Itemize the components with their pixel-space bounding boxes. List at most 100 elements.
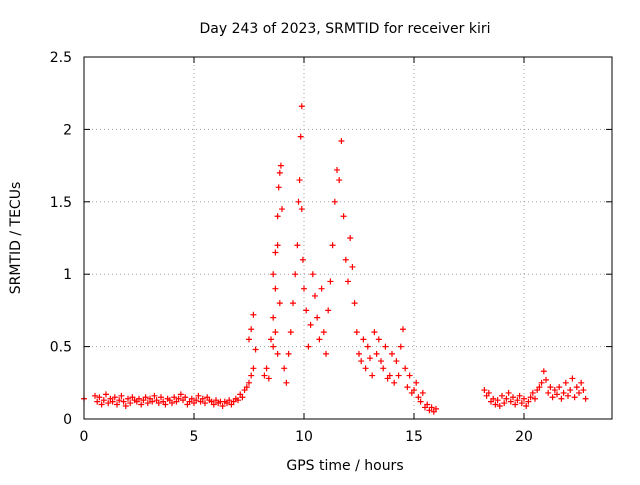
data-point [576, 389, 582, 396]
data-point [283, 379, 290, 386]
data-point [518, 400, 525, 407]
data-point [386, 372, 393, 379]
data-point [516, 392, 523, 399]
data-point [580, 387, 587, 394]
data-point [277, 162, 284, 169]
data-point [226, 397, 233, 404]
data-point [250, 311, 257, 318]
data-point [303, 307, 310, 314]
data-point [149, 398, 156, 405]
data-point [507, 398, 514, 405]
data-point [138, 401, 145, 408]
data-point [98, 401, 105, 408]
data-point [558, 395, 565, 402]
y-tick-label: 2 [63, 122, 72, 138]
data-point [358, 358, 365, 365]
data-point [510, 394, 516, 401]
data-point [298, 103, 305, 110]
x-axis-label: GPS time / hours [286, 458, 403, 474]
data-point [514, 397, 521, 404]
data-point [94, 398, 101, 405]
data-point [272, 285, 279, 292]
data-point [415, 394, 422, 401]
data-point [276, 300, 283, 307]
data-point [356, 350, 362, 357]
data-point [565, 392, 571, 399]
data-point [195, 392, 202, 399]
y-tick-label: 2.5 [50, 50, 72, 66]
data-point [378, 358, 384, 365]
data-point [171, 394, 178, 401]
data-point [505, 389, 512, 396]
data-point [274, 242, 281, 249]
data-point [373, 350, 380, 357]
data-point [309, 271, 316, 278]
data-point [296, 177, 303, 184]
data-point [298, 206, 305, 213]
data-point [299, 256, 306, 263]
data-point [529, 389, 536, 396]
data-point [193, 397, 200, 404]
data-point [556, 384, 563, 391]
data-point [158, 394, 164, 401]
data-point [297, 133, 304, 140]
data-point [312, 292, 318, 299]
data-point [144, 400, 151, 407]
data-point [274, 350, 281, 357]
data-point [554, 391, 560, 398]
data-point [345, 278, 351, 285]
data-point [325, 307, 332, 314]
data-point [400, 326, 406, 333]
data-point [270, 271, 277, 278]
data-point [92, 392, 98, 399]
data-point [246, 336, 252, 343]
data-point [571, 394, 578, 401]
data-point [314, 314, 321, 321]
data-point [496, 402, 503, 409]
data-point [316, 336, 323, 343]
data-point [349, 263, 356, 270]
data-point [210, 401, 217, 408]
y-tick-label: 1 [63, 267, 72, 283]
data-point [389, 350, 395, 357]
data-point [270, 343, 277, 350]
data-point [142, 394, 149, 401]
data-point [263, 365, 270, 372]
data-point [395, 372, 402, 379]
data-point [276, 169, 283, 176]
grid-lines [84, 57, 612, 419]
data-point [338, 137, 345, 144]
data-point [329, 242, 336, 249]
x-tick-label: 0 [80, 429, 89, 445]
data-point [318, 285, 325, 292]
data-point [393, 358, 400, 365]
data-point [549, 394, 556, 401]
data-point [538, 379, 545, 386]
data-point [239, 394, 246, 401]
x-tick-label: 20 [515, 429, 533, 445]
data-point [391, 379, 398, 386]
data-point [274, 213, 281, 220]
data-point [162, 401, 169, 408]
data-point [406, 372, 413, 379]
data-point [111, 394, 118, 401]
data-point [243, 384, 250, 391]
data-point [270, 314, 277, 321]
data-point [419, 389, 426, 396]
data-point [281, 365, 288, 372]
data-point [353, 329, 360, 336]
data-point [382, 343, 389, 350]
data-point [397, 343, 404, 350]
data-point [342, 256, 349, 263]
data-point [265, 375, 272, 382]
data-point [567, 387, 574, 394]
data-point [320, 329, 327, 336]
data-point [336, 177, 343, 184]
data-point [331, 198, 338, 205]
data-point [364, 343, 371, 350]
data-point [573, 384, 580, 391]
data-point [492, 401, 499, 408]
data-point [536, 384, 543, 391]
data-point [250, 365, 257, 372]
